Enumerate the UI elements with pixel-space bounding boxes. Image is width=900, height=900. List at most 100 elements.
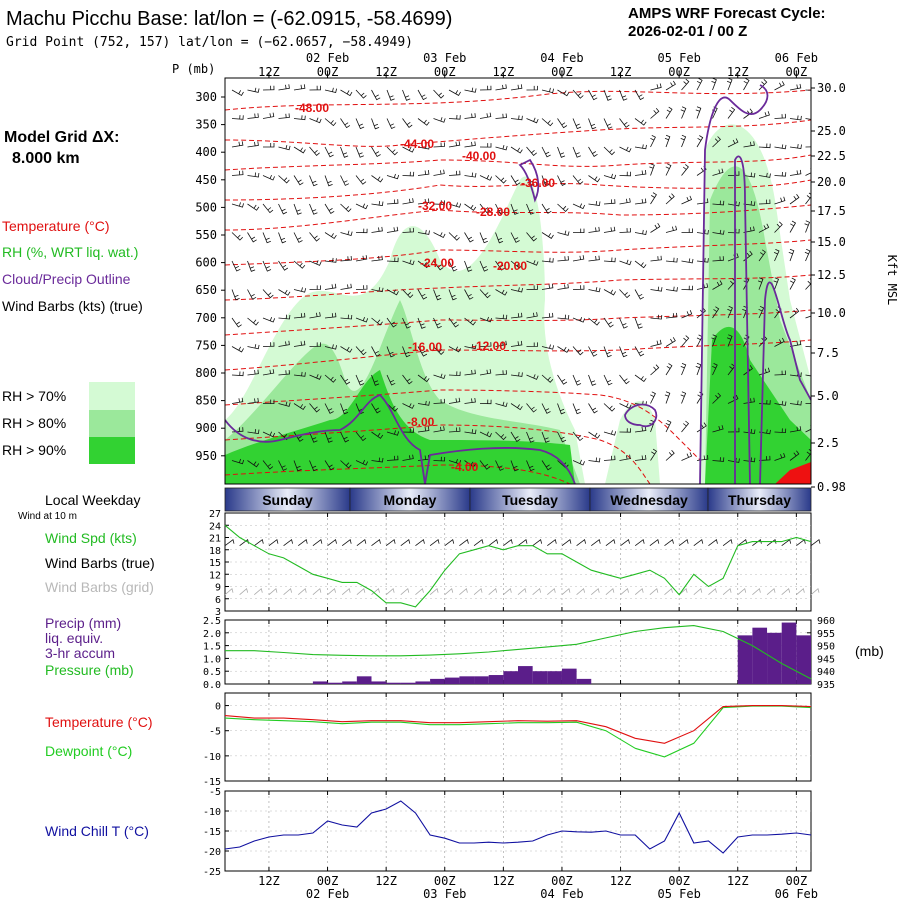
wind-barb: [603, 289, 616, 296]
wind-barb: [262, 369, 275, 376]
wind-barb: [247, 460, 260, 468]
wind-barb: [340, 175, 350, 186]
wind-barb: [743, 429, 756, 434]
dewpoint-legend: Dewpoint (°C): [45, 743, 132, 759]
precip-bar: [459, 676, 475, 684]
weekday-band: Sunday Monday Tuesday Wednesday Thursday: [224, 487, 812, 512]
precip-bar: [532, 671, 548, 684]
wind-barb-grid: [634, 587, 644, 595]
rh-shading: [225, 78, 811, 484]
pressure-tick-label: 550: [195, 228, 217, 242]
pressure-tick-label: 450: [195, 173, 217, 187]
wind-barb-grid: [737, 587, 747, 595]
wind-barb: [464, 87, 477, 93]
wind-barb: [479, 143, 492, 148]
wind-barb: [433, 260, 444, 271]
wind-barb: [247, 369, 259, 376]
precip-legend-1: Precip (mm): [45, 615, 121, 631]
legend-rh80: RH > 80%: [2, 415, 66, 431]
wind-barb: [340, 203, 352, 213]
wind-barb: [805, 346, 811, 348]
temperature-contour-label: -28.00: [476, 205, 510, 219]
wind-barb: [789, 277, 796, 290]
wind-barb-grid: [517, 587, 527, 595]
wind-barb: [433, 373, 446, 380]
wind-barb: [711, 334, 717, 347]
wind-barb: [495, 260, 506, 271]
wind-barb-true: [385, 538, 396, 546]
wind-barb-true: [268, 538, 279, 546]
height-tick-label: 30.0: [817, 81, 846, 95]
wind-barb-true: [561, 538, 572, 546]
wind-barb: [293, 175, 304, 186]
wind-barb: [541, 403, 551, 414]
wind-barb: [278, 314, 291, 320]
wind-barb: [278, 203, 288, 215]
wind-barb: [293, 203, 302, 215]
wind-barb: [231, 317, 242, 328]
legend-rh90: RH > 90%: [2, 442, 66, 458]
height-tick-label: 7.5: [817, 346, 839, 360]
wind-barb-true: [664, 538, 674, 546]
wind-barb-grid: [224, 587, 234, 595]
rh70-region: [605, 401, 660, 484]
wind-barb: [433, 117, 446, 123]
wind-barb: [355, 228, 368, 234]
wind-chill-legend: Wind Chill T (°C): [45, 823, 149, 839]
wind-barb: [262, 174, 275, 181]
wind-barb: [758, 79, 768, 91]
wind-barb: [510, 403, 523, 411]
wind-barb: [619, 428, 631, 433]
wind-speed-tick-label: 27: [209, 509, 221, 520]
wind-barb: [526, 203, 535, 215]
wind-barb: [557, 118, 568, 129]
wind-barb: [355, 89, 367, 99]
wind-barb: [278, 289, 291, 296]
pressure-legend: Pressure (mb): [45, 662, 134, 678]
wind-barb: [231, 260, 241, 272]
wind-barb: [386, 346, 395, 358]
top-hour-label: 12Z: [258, 65, 280, 79]
precip-bar: [547, 671, 562, 684]
wind-barb: [619, 346, 628, 358]
wind-barb-grid: [810, 587, 820, 595]
precip-tick-label: 2.0: [203, 629, 221, 640]
wind-barb: [417, 346, 428, 357]
wind-barb: [479, 369, 492, 376]
wind-barb: [743, 78, 750, 91]
wind-barb: [464, 113, 476, 119]
wind-barb: [262, 232, 271, 244]
wind-barb: [293, 403, 306, 411]
wind-barb: [681, 335, 690, 347]
height-axis: 30.0 25.0 22.5 20.0 17.5 15.0 12.5 10.0 7.5 5.0 2.…: [811, 81, 846, 494]
temperature-isotherm: [225, 179, 811, 201]
wind-barb: [324, 283, 337, 290]
pressure-unit-label: P (mb): [172, 62, 215, 76]
wind-barb: [495, 113, 507, 119]
precip-bar: [356, 676, 372, 684]
temperature-contour-labels: -48.00 -44.00 -40.00 -36.00 -32.00 -28.00 -24.…: [295, 101, 555, 474]
wind-barb: [371, 226, 383, 233]
temperature-line: [224, 705, 812, 744]
wind-barb: [309, 260, 322, 266]
wind-barb: [619, 89, 628, 101]
wind-barb: [495, 401, 508, 407]
wind-barb: [634, 317, 643, 329]
wind-barb: [402, 428, 414, 433]
temperature-contour-label: -20.00: [493, 259, 527, 273]
wind-barb-true: [488, 538, 499, 546]
wind-barb-grid: [459, 587, 468, 595]
wind-barb: [402, 171, 415, 177]
wind-barb: [619, 454, 631, 461]
wind-speed-tick-label: 15: [209, 558, 221, 569]
pressure-tick-label: 850: [195, 394, 217, 408]
wind-barb: [340, 146, 349, 158]
pressure-unit: (mb): [855, 643, 884, 659]
wind-barb-true: [693, 538, 704, 546]
wind-barb: [712, 425, 724, 433]
wind-barb: [681, 195, 693, 205]
wind-barb: [448, 289, 457, 301]
wind-barb: [464, 460, 477, 468]
wind-barb: [541, 344, 555, 350]
precip-bar: [576, 678, 592, 684]
